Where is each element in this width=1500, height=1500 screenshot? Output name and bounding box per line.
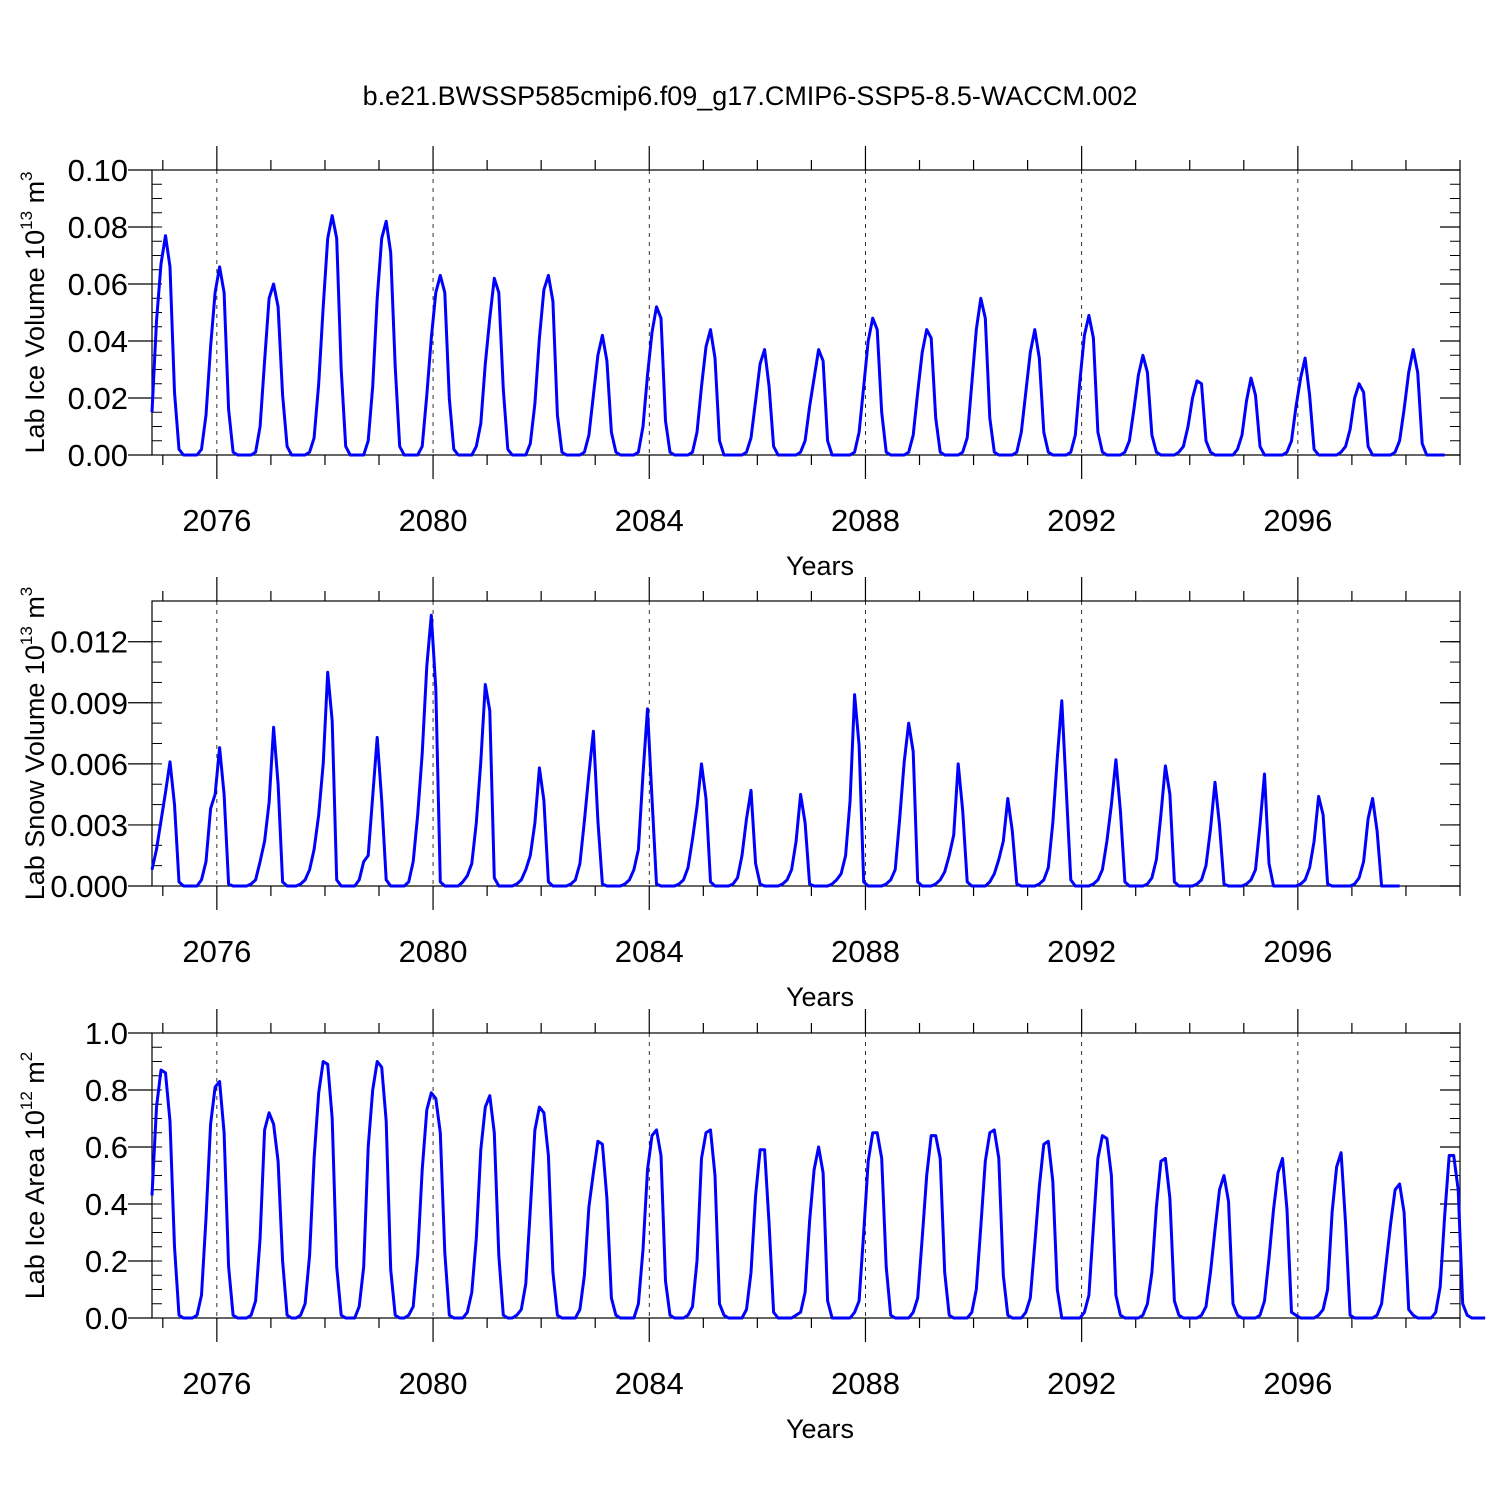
figure-title: b.e21.BWSSP585cmip6.f09_g17.CMIP6-SSP5-8… [363, 81, 1138, 111]
x-tick-label: 2088 [831, 1366, 900, 1401]
y-tick-label: 0.003 [50, 808, 128, 843]
x-tick-label: 2080 [399, 1366, 468, 1401]
plot-frame [151, 169, 1461, 456]
y-tick-label: 0.000 [50, 869, 128, 904]
y-tick-label: 0.04 [68, 324, 128, 359]
x-tick-label: 2092 [1047, 934, 1116, 969]
x-tick-label: 2076 [182, 1366, 251, 1401]
y-tick-label: 1.0 [85, 1016, 128, 1051]
x-tick-label: 2096 [1263, 934, 1332, 969]
x-tick-label: 2084 [615, 934, 684, 969]
y-tick-label: 0.0 [85, 1301, 128, 1336]
y-tick-label: 0.006 [50, 747, 128, 782]
series-line-1 [150, 214, 1445, 457]
panel-2: 0.000 0.003 0.006 0.009 0.012 2076 2080 2084 208… [17, 577, 1461, 1012]
x-tick-label: 2080 [399, 934, 468, 969]
y-tick-label: 0.00 [68, 438, 128, 473]
y-axis-label: Lab Ice Area 1012 m2 [17, 1052, 50, 1300]
x-tick-label: 2084 [615, 1366, 684, 1401]
panel-1: 0.00 0.02 0.04 0.06 0.08 0.10 2076 2080 2084 2088… [17, 146, 1461, 581]
y-tick-label: 0.02 [68, 381, 128, 416]
y-tick-label: 0.06 [68, 267, 128, 302]
y-tick-label: 0.8 [85, 1073, 128, 1108]
x-tick-label: 2092 [1047, 503, 1116, 538]
y-tick-label: 0.4 [85, 1187, 128, 1222]
y-tick-label: 0.08 [68, 210, 128, 245]
x-tick-label: 2076 [182, 934, 251, 969]
y-tick-label: 0.012 [50, 625, 128, 660]
y-tick-label: 0.009 [50, 686, 128, 721]
x-tick-label: 2096 [1263, 1366, 1332, 1401]
x-axis-label: Years [786, 1414, 854, 1444]
panel-3: 0.0 0.2 0.4 0.6 0.8 1.0 2076 2080 2084 2088 2092 20… [17, 1009, 1486, 1444]
y-axis-label: Lab Ice Volume 1013 m3 [17, 171, 50, 453]
x-tick-label: 2080 [399, 503, 468, 538]
x-axis-label: Years [786, 551, 854, 581]
series-line-3 [150, 1060, 1486, 1320]
y-axis-label: Lab Snow Volume 1013 m3 [17, 587, 50, 901]
y-tick-label: 0.2 [85, 1244, 128, 1279]
x-tick-label: 2092 [1047, 1366, 1116, 1401]
x-axis-label: Years [786, 982, 854, 1012]
x-tick-label: 2088 [831, 503, 900, 538]
x-tick-label: 2076 [182, 503, 251, 538]
y-tick-label: 0.6 [85, 1130, 128, 1165]
series-line-2 [150, 613, 1400, 888]
x-tick-label: 2084 [615, 503, 684, 538]
x-tick-label: 2096 [1263, 503, 1332, 538]
x-tick-label: 2088 [831, 934, 900, 969]
y-tick-label: 0.10 [68, 153, 128, 188]
